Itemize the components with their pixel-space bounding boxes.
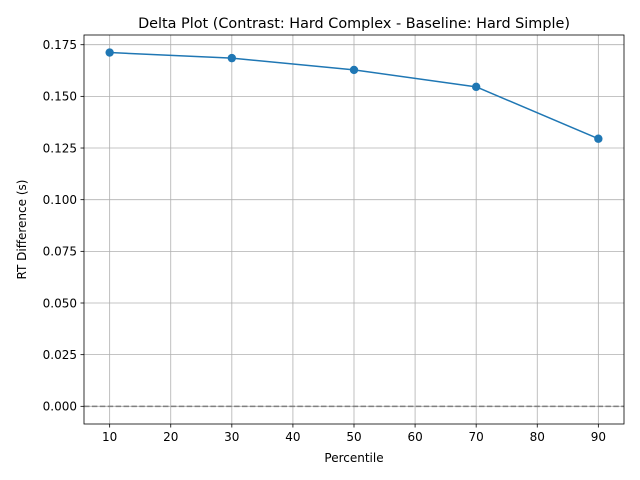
y-tick-label: 0.050 — [43, 296, 77, 310]
y-tick-label: 0.100 — [43, 193, 77, 207]
x-tick-label: 60 — [407, 430, 422, 444]
x-tick-label: 40 — [285, 430, 300, 444]
chart-title: Delta Plot (Contrast: Hard Complex - Bas… — [138, 16, 570, 32]
data-point — [471, 82, 481, 92]
y-tick-label: 0.075 — [43, 245, 77, 259]
x-axis-label: Percentile — [324, 451, 383, 465]
x-tick-label: 10 — [102, 430, 117, 444]
y-tick-label: 0.025 — [43, 348, 77, 362]
data-point — [105, 48, 114, 57]
series-group — [105, 48, 603, 143]
y-axis-label: RT Difference (s) — [15, 180, 29, 280]
x-tick-label: 80 — [530, 430, 545, 444]
x-tick-label: 50 — [346, 430, 361, 444]
y-tick-label: 0.150 — [43, 90, 77, 104]
y-tick-label: 0.125 — [43, 141, 77, 155]
x-tick-label: 70 — [469, 430, 484, 444]
x-tick-label: 90 — [591, 430, 606, 444]
y-tick-label: 0.175 — [43, 38, 77, 52]
data-point — [349, 65, 359, 75]
data-point — [227, 53, 237, 63]
x-axis-ticks: 10 20 30 40 50 60 70 80 90 — [102, 424, 606, 444]
y-tick-label: 0.000 — [43, 400, 77, 414]
data-point — [594, 134, 603, 143]
y-axis-ticks: 0.000 0.025 0.050 0.075 0.100 0.125 0.150 0.175 — [43, 38, 84, 414]
x-tick-label: 20 — [163, 430, 178, 444]
x-tick-label: 30 — [224, 430, 239, 444]
grid — [84, 35, 624, 424]
